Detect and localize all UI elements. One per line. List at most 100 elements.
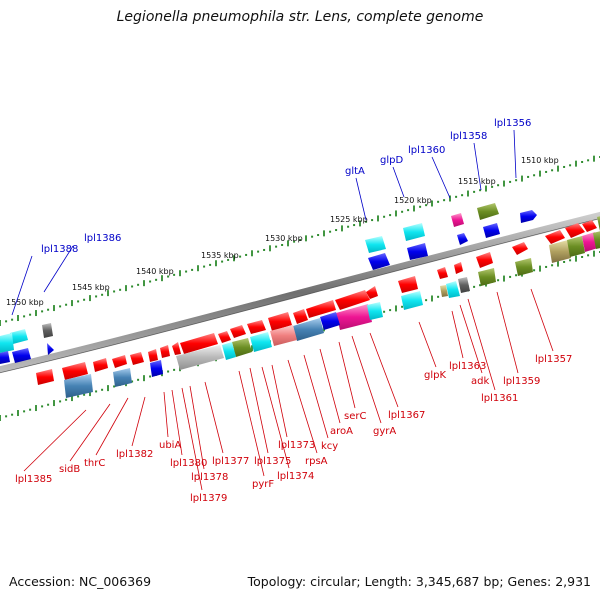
gene-arrow[interactable] bbox=[440, 285, 448, 297]
gene-arrow[interactable] bbox=[62, 362, 88, 380]
gene-arrow[interactable] bbox=[12, 348, 31, 363]
gene-arrow[interactable] bbox=[446, 281, 460, 298]
gene-arrow[interactable] bbox=[160, 345, 170, 358]
gene-arrow[interactable] bbox=[366, 286, 378, 299]
gene-arrow[interactable] bbox=[112, 355, 127, 368]
gene-arrow[interactable] bbox=[398, 276, 418, 293]
gene-block[interactable] bbox=[549, 240, 571, 263]
gene-label[interactable]: serC bbox=[344, 411, 366, 422]
gene-label[interactable]: lpl1382 bbox=[116, 449, 153, 460]
gene-arrow[interactable] bbox=[407, 243, 428, 260]
gene-label[interactable]: lpl1385 bbox=[15, 474, 52, 485]
ruler-tick bbox=[575, 160, 577, 167]
gene-arrow[interactable] bbox=[515, 258, 533, 276]
gene-arrow[interactable] bbox=[64, 374, 93, 398]
gene-label[interactable]: lpl1356 bbox=[494, 118, 531, 129]
gene-block[interactable] bbox=[336, 304, 372, 330]
label-connector bbox=[238, 370, 265, 477]
gene-label[interactable]: lpl1373 bbox=[278, 440, 315, 451]
gene-arrow[interactable] bbox=[130, 352, 144, 365]
gene-arrow[interactable] bbox=[247, 320, 266, 334]
ruler-tick bbox=[167, 370, 170, 373]
gene-arrow[interactable] bbox=[365, 236, 386, 253]
gene-label[interactable]: lpl1379 bbox=[190, 493, 227, 504]
gene-block[interactable] bbox=[176, 345, 224, 370]
gene-block[interactable] bbox=[567, 236, 585, 257]
gene-label[interactable]: pyrF bbox=[252, 479, 274, 490]
gene-arrow[interactable] bbox=[565, 223, 585, 238]
gene-block[interactable] bbox=[367, 302, 383, 320]
gene-arrow[interactable] bbox=[512, 242, 528, 255]
gene-arrow[interactable] bbox=[368, 253, 390, 270]
gene-arrow[interactable] bbox=[0, 351, 10, 364]
gene-block[interactable] bbox=[222, 342, 236, 360]
gene-arrow[interactable] bbox=[454, 262, 463, 274]
gene-block[interactable] bbox=[270, 325, 297, 346]
gene-label[interactable]: lpl1378 bbox=[191, 472, 228, 483]
gene-arrow[interactable] bbox=[172, 342, 181, 355]
ruler-tick bbox=[521, 175, 523, 182]
gene-label[interactable]: lpl1374 bbox=[277, 471, 314, 482]
gene-label[interactable]: thrC bbox=[84, 458, 105, 469]
gene-label[interactable]: glpD bbox=[380, 155, 403, 166]
label-connector bbox=[163, 391, 169, 438]
gene-label[interactable]: lpl1367 bbox=[388, 410, 425, 421]
gene-arrow[interactable] bbox=[545, 230, 565, 244]
gene-label[interactable]: gyrA bbox=[373, 426, 396, 437]
gene-label[interactable]: aroA bbox=[330, 426, 353, 437]
gene-label[interactable]: lpl1386 bbox=[84, 233, 121, 244]
gene-label[interactable]: adk bbox=[471, 376, 489, 387]
gene-label[interactable]: lpl1361 bbox=[481, 393, 518, 404]
gene-arrow[interactable] bbox=[520, 210, 537, 223]
gene-label[interactable]: rpsA bbox=[305, 456, 328, 467]
gene-label[interactable]: kcy bbox=[321, 441, 338, 452]
gene-arrow[interactable] bbox=[437, 267, 448, 279]
gene-block[interactable] bbox=[320, 312, 340, 330]
gene-label[interactable]: lpl1388 bbox=[41, 244, 78, 255]
gene-label[interactable]: lpl1360 bbox=[408, 145, 445, 156]
gene-arrow[interactable] bbox=[458, 277, 470, 293]
gene-block[interactable] bbox=[232, 338, 252, 357]
gene-arrow[interactable] bbox=[293, 309, 308, 324]
gene-arrow[interactable] bbox=[218, 331, 231, 343]
gene-label[interactable]: glpK bbox=[424, 370, 446, 381]
gene-label[interactable]: lpl1363 bbox=[449, 361, 486, 372]
gene-arrow[interactable] bbox=[148, 349, 158, 362]
gene-arrow[interactable] bbox=[268, 312, 292, 331]
gene-arrow[interactable] bbox=[401, 291, 423, 310]
gene-arrow[interactable] bbox=[150, 360, 163, 377]
gene-label[interactable]: ubiA bbox=[159, 440, 181, 451]
gene-label[interactable]: lpl1357 bbox=[535, 354, 572, 365]
gene-arrow[interactable] bbox=[477, 203, 499, 220]
gene-label[interactable]: gltA bbox=[345, 166, 365, 177]
gene-arrow[interactable] bbox=[451, 213, 464, 227]
gene-arrow[interactable] bbox=[47, 343, 54, 355]
gene-arrow[interactable] bbox=[230, 325, 246, 338]
gene-arrow[interactable] bbox=[403, 223, 425, 241]
gene-arrow[interactable] bbox=[36, 369, 54, 385]
gene-arrow[interactable] bbox=[483, 223, 500, 238]
gene-block[interactable] bbox=[593, 230, 600, 249]
gene-label[interactable]: lpl1375 bbox=[254, 456, 291, 467]
gene-arrow[interactable] bbox=[335, 290, 370, 310]
gene-block[interactable] bbox=[250, 332, 272, 352]
gene-label[interactable]: lpl1380 bbox=[170, 458, 207, 469]
ruler-tick bbox=[71, 300, 73, 307]
gene-arrow[interactable] bbox=[180, 333, 218, 354]
gene-arrow[interactable] bbox=[476, 252, 493, 268]
gene-label[interactable]: lpl1359 bbox=[503, 376, 540, 387]
gene-arrow[interactable] bbox=[42, 323, 53, 338]
gene-arrow[interactable] bbox=[306, 300, 336, 318]
gene-label[interactable]: lpl1358 bbox=[450, 131, 487, 142]
gene-arrow[interactable] bbox=[10, 329, 28, 344]
gene-block[interactable] bbox=[0, 333, 14, 353]
gene-label[interactable]: sidB bbox=[59, 464, 80, 475]
gene-label[interactable]: lpl1377 bbox=[212, 456, 249, 467]
gene-block[interactable] bbox=[293, 318, 324, 341]
gene-arrow[interactable] bbox=[582, 220, 597, 232]
gene-arrow[interactable] bbox=[113, 368, 132, 387]
gene-arrow[interactable] bbox=[93, 358, 108, 372]
gene-arrow[interactable] bbox=[597, 215, 600, 231]
gene-arrow[interactable] bbox=[457, 233, 468, 245]
gene-arrow[interactable] bbox=[478, 268, 496, 286]
